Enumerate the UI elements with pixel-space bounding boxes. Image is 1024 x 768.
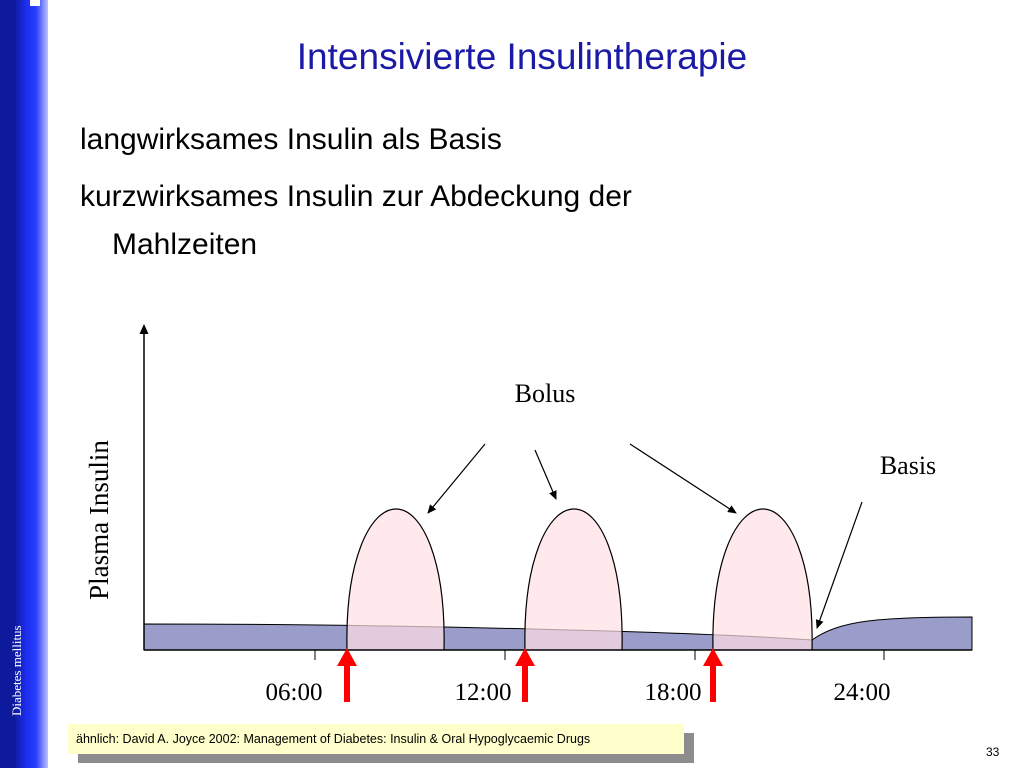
bullet-2-continued: Mahlzeiten — [112, 228, 258, 261]
injection-arrow-06 — [337, 648, 357, 702]
bolus-peak-2 — [524, 508, 623, 651]
basal-area-1 — [143, 623, 813, 651]
basal-area-2 — [811, 616, 973, 651]
x-tick-label: 24:00 — [834, 679, 891, 706]
y-axis-label: Plasma Insulin — [84, 440, 114, 600]
x-tick-label: 18:00 — [645, 679, 702, 706]
bolus-pointer-arrow-3 — [629, 443, 737, 514]
bullet-1: langwirksames Insulin als Basis — [80, 123, 502, 156]
side-bar-tab — [30, 0, 40, 6]
bolus-pointer-arrow-2 — [534, 449, 557, 500]
page-number: 33 — [986, 745, 1000, 759]
x-tick-label: 12:00 — [455, 679, 512, 706]
bolus-peak-1 — [346, 508, 445, 651]
bullet-2: kurzwirksames Insulin zur Abdeckung der — [80, 180, 632, 213]
side-bar — [0, 0, 48, 768]
slide-title: Intensivierte Insulintherapie — [296, 36, 748, 77]
basis-pointer-arrow — [815, 501, 863, 629]
bolus-pointer-arrow-1 — [427, 443, 486, 514]
injection-arrow-18 — [703, 648, 723, 702]
injection-arrow-12 — [515, 648, 535, 702]
bolus-label: Bolus — [515, 379, 576, 408]
citation-box: ähnlich: David A. Joyce 2002: Management… — [68, 724, 684, 754]
x-tick-label: 06:00 — [266, 679, 323, 706]
basis-label: Basis — [880, 451, 936, 480]
bolus-peak-3 — [712, 508, 813, 651]
y-axis-arrowhead — [139, 324, 149, 334]
